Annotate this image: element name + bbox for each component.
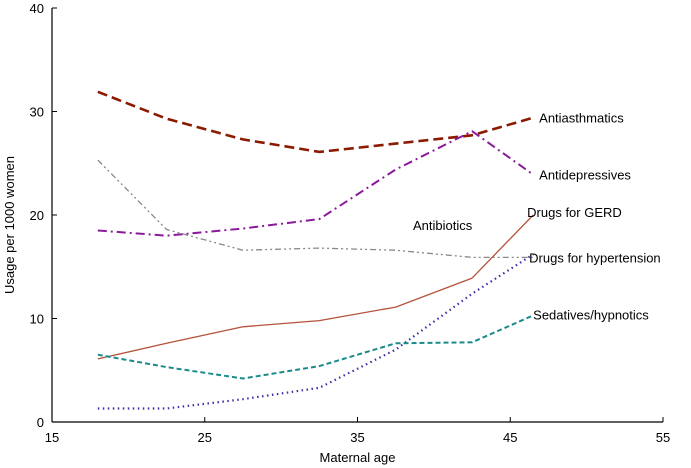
series-line-antidepressives — [97, 130, 534, 237]
series-label-antidepressives: Antidepressives — [539, 168, 631, 183]
x-tick-label: 55 — [656, 430, 670, 445]
series-labels: Antiasthmatics Antidepressives Antibiotics… — [413, 111, 661, 323]
series-label-drugs-for-gerd: Drugs for GERD — [527, 205, 622, 220]
axes: 15 25 35 45 55 0 10 20 30 40 Maternal age Usage per… — [2, 1, 670, 465]
y-tick-label: 40 — [30, 1, 44, 16]
series-line-drugs-for-hypertension — [97, 253, 534, 410]
y-tick-label: 0 — [37, 415, 44, 430]
x-tick-label: 35 — [350, 430, 364, 445]
y-tick-label: 10 — [30, 312, 44, 327]
x-axis-title: Maternal age — [320, 450, 396, 465]
y-tick-label: 20 — [30, 208, 44, 223]
x-tick-label: 45 — [503, 430, 517, 445]
series-line-drugs-for-gerd — [97, 214, 534, 360]
series-lines — [97, 90, 534, 410]
series-label-sedatives-hypnotics: Sedatives/hypnotics — [533, 307, 649, 322]
x-tick-label: 25 — [198, 430, 212, 445]
series-line-sedatives-hypnotics — [97, 314, 534, 380]
series-line-antibiotics — [97, 159, 534, 259]
series-label-antiasthmatics: Antiasthmatics — [539, 111, 624, 126]
series-line-antiasthmatics — [97, 90, 534, 154]
y-axis-title: Usage per 1000 women — [2, 156, 17, 294]
series-label-drugs-for-hypertension: Drugs for hypertension — [529, 250, 661, 265]
x-tick-label: 15 — [45, 430, 59, 445]
series-label-antibiotics: Antibiotics — [413, 218, 473, 233]
y-tick-label: 30 — [30, 105, 44, 120]
